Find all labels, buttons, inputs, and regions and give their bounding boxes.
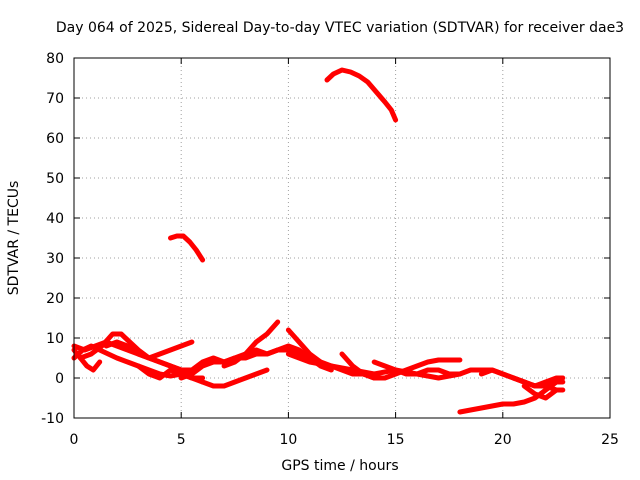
series-arc-10 xyxy=(200,367,270,389)
y-tick-label: 60 xyxy=(46,131,64,147)
y-tick-label: 10 xyxy=(46,331,64,347)
x-tick-label: 15 xyxy=(387,432,405,448)
series-arc-8 xyxy=(178,347,324,381)
y-tick-label: 40 xyxy=(46,211,64,227)
series-arc-9 xyxy=(189,343,334,373)
series-arc-6 xyxy=(135,363,206,381)
series-arc-5 xyxy=(103,339,195,361)
x-axis-label: GPS time / hours xyxy=(281,458,398,474)
series-arc-16 xyxy=(371,359,566,389)
series-arc-11 xyxy=(221,319,281,369)
x-tick-labels: 0 5 10 15 20 25 xyxy=(70,432,619,448)
x-tick-label: 20 xyxy=(494,432,512,448)
axis-ticks xyxy=(73,57,611,419)
y-tick-label: 50 xyxy=(46,171,64,187)
y-tick-label: -10 xyxy=(41,411,64,427)
grid-lines xyxy=(74,58,610,418)
series-arc-14 xyxy=(324,67,399,123)
x-tick-label: 10 xyxy=(279,432,297,448)
y-tick-label: 30 xyxy=(46,251,64,267)
x-tick-label: 0 xyxy=(70,432,79,448)
y-tick-label: 20 xyxy=(46,291,64,307)
series-arc-13 xyxy=(285,351,463,381)
y-axis-label: SDTVAR / TECUs xyxy=(6,181,22,296)
chart-title: Day 064 of 2025, Sidereal Day-to-day VTE… xyxy=(56,20,624,36)
y-tick-label: 0 xyxy=(55,371,64,387)
data-series xyxy=(71,67,566,415)
x-tick-label: 5 xyxy=(177,432,186,448)
y-tick-label: 70 xyxy=(46,91,64,107)
series-arc-20 xyxy=(521,383,559,401)
x-tick-label: 25 xyxy=(601,432,619,448)
series-arc-7 xyxy=(168,233,206,263)
y-tick-label: 80 xyxy=(46,51,64,67)
series-arc-4 xyxy=(77,331,195,377)
plot-frame xyxy=(73,57,611,419)
y-tick-labels: -10 0 10 20 30 40 50 60 70 80 xyxy=(41,51,64,427)
